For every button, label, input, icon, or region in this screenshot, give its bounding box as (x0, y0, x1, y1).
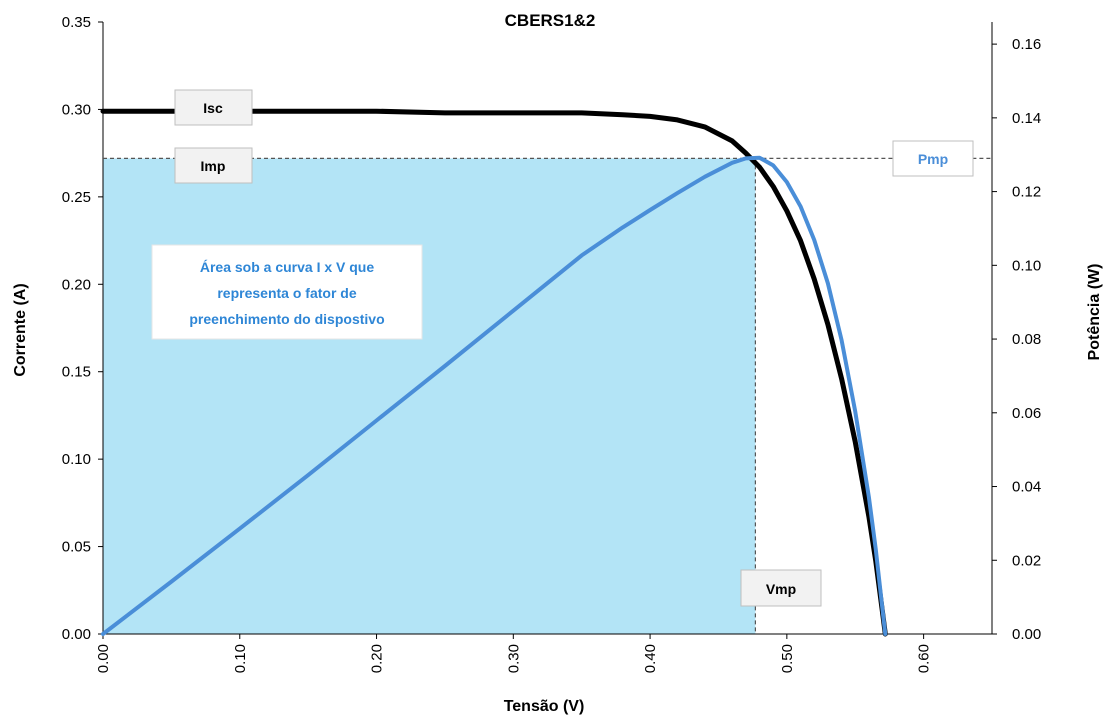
chart-title: CBERS1&2 (505, 11, 596, 30)
fill-factor-note: Área sob a curva I x V que representa o … (151, 244, 423, 340)
note-line-3: preenchimento do dispostivo (189, 311, 384, 327)
isc-label-box: Isc (174, 89, 253, 126)
y-tick-label: 0.35 (62, 14, 91, 31)
current-curve (100, 108, 888, 637)
y2-tick-label: 0.06 (1012, 405, 1041, 422)
axes (98, 21, 997, 639)
y2-tick-label: 0.16 (1012, 36, 1041, 53)
x-tick-label: 0.30 (505, 644, 522, 673)
y2-tick-label: 0.08 (1012, 331, 1041, 348)
y-tick-label: 0.20 (62, 276, 91, 293)
power-curve (101, 155, 888, 636)
x-axis-title: Tensão (V) (504, 698, 585, 715)
x-tick-label: 0.60 (916, 644, 933, 673)
y-tick-label: 0.00 (62, 626, 91, 643)
vmp-label-box: Vmp (740, 569, 822, 607)
y-axis-title: Corrente (A) (12, 283, 29, 376)
isc-label: Isc (203, 100, 223, 116)
y2-tick-label: 0.00 (1012, 626, 1041, 643)
y-tick-label: 0.15 (62, 364, 91, 381)
y-tick-label: 0.05 (62, 539, 91, 556)
y2-tick-label: 0.10 (1012, 257, 1041, 274)
fill-factor-area (103, 158, 756, 635)
imp-label: Imp (201, 158, 226, 174)
note-line-2: representa o fator de (217, 285, 356, 301)
y-tick-label: 0.25 (62, 189, 91, 206)
x-tick-label: 0.50 (779, 644, 796, 673)
x-tick-label: 0.40 (642, 644, 659, 673)
x-tick-label: 0.00 (95, 644, 112, 673)
y2-tick-label: 0.04 (1012, 479, 1041, 496)
y2-tick-label: 0.12 (1012, 184, 1041, 201)
y-tick-label: 0.30 (62, 101, 91, 118)
vmp-label: Vmp (766, 581, 796, 597)
y2-tick-label: 0.02 (1012, 552, 1041, 569)
note-line-1: Área sob a curva I x V que (200, 259, 375, 275)
y-tick-label: 0.10 (62, 451, 91, 468)
ticks: 0.00 0.05 0.10 0.15 0.20 0.25 0.30 0.35 0.00 0.02… (62, 14, 1041, 673)
curves (100, 108, 888, 637)
x-tick-label: 0.10 (232, 644, 249, 673)
pmp-label-box: Pmp (892, 140, 974, 177)
y2-axis-title: Potência (W) (1086, 264, 1103, 361)
y2-tick-label: 0.14 (1012, 110, 1041, 127)
x-tick-label: 0.20 (369, 644, 386, 673)
imp-label-box: Imp (174, 147, 253, 184)
pmp-label: Pmp (918, 151, 948, 167)
